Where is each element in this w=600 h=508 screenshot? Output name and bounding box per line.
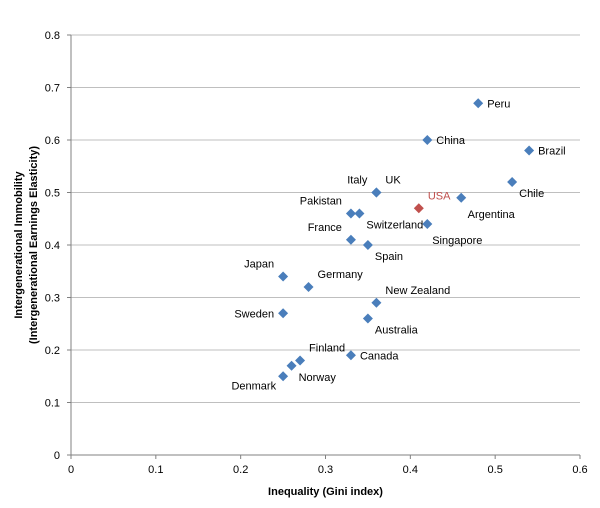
y-tick-label: 0 [54,450,60,462]
y-tick-label: 0.1 [45,398,60,410]
x-tick-label: 0.3 [318,464,333,476]
y-tick-label: 0.4 [45,240,60,252]
x-tick-label: 0.2 [233,464,248,476]
data-point-usa [413,203,424,214]
point-label-usa: USA [428,190,451,202]
y-axis-title-line1: Intergenerational Immobility [13,170,25,318]
point-label-uk: UK [385,175,401,187]
data-point-peru [473,98,484,109]
data-point-china [422,135,433,145]
y-tick-label: 0.7 [45,83,60,95]
data-point-norway [286,360,297,371]
data-point-denmark [278,371,289,382]
data-point-chile [507,177,518,187]
y-tick-label: 0.2 [45,345,60,357]
x-tick-label: 0.6 [572,464,587,476]
point-label-france: France [308,222,342,234]
data-point-singapore [422,219,433,229]
data-point-finland [295,355,306,366]
data-point-argentina [456,192,467,203]
point-label-germany: Germany [318,269,364,281]
point-label-singapore: Singapore [432,235,482,247]
x-tick-label: 0.4 [403,464,418,476]
data-point-japan [278,271,289,282]
point-label-sweden: Sweden [234,308,274,320]
point-label-italy: Italy [347,175,368,187]
point-label-norway: Norway [299,372,337,384]
axes: 0 0.1 0.2 0.3 0.4 0.5 0.6 0.7 0.8 0 0.1 0.2 0.3 0.4 0.… [45,30,588,476]
data-point-switzerland [354,208,365,219]
data-points [278,98,535,382]
x-tick-label: 0 [68,464,74,476]
data-point-australia [362,313,373,324]
data-point-sweden [278,308,289,319]
point-label-argentina: Argentina [468,209,516,221]
point-label-australia: Australia [375,325,419,337]
data-point-italy [371,187,382,198]
point-label-switzerland: Switzerland [366,220,423,232]
point-label-chile: Chile [519,188,544,200]
data-point-spain [362,240,373,250]
y-tick-label: 0.5 [45,188,60,200]
data-point-canada [345,350,356,361]
data-point-brazil [524,145,535,156]
point-label-denmark: Denmark [231,380,276,392]
data-point-pakistan [345,208,356,219]
point-label-japan: Japan [244,259,274,271]
x-axis-title: Inequality (Gini index) [268,486,383,498]
point-label-brazil: Brazil [538,146,566,158]
x-tick-label: 0.5 [488,464,503,476]
point-label-china: China [436,135,466,147]
y-axis-title-line2: (Intergenerational Earnings Elasticity) [28,146,40,344]
point-label-pakistan: Pakistan [300,196,342,208]
point-label-canada: Canada [360,350,399,362]
data-point-france [345,234,356,245]
x-tick-label: 0.1 [148,464,163,476]
point-label-new-zealand: New Zealand [385,285,450,297]
point-label-finland: Finland [309,343,345,355]
gridlines [71,34,580,403]
point-label-spain: Spain [375,251,403,263]
data-point-germany [303,282,314,292]
y-tick-label: 0.3 [45,293,60,305]
y-tick-label: 0.6 [45,135,60,147]
y-tick-label: 0.8 [45,30,60,42]
point-label-peru: Peru [487,98,510,110]
data-point-new-zealand [371,297,382,308]
